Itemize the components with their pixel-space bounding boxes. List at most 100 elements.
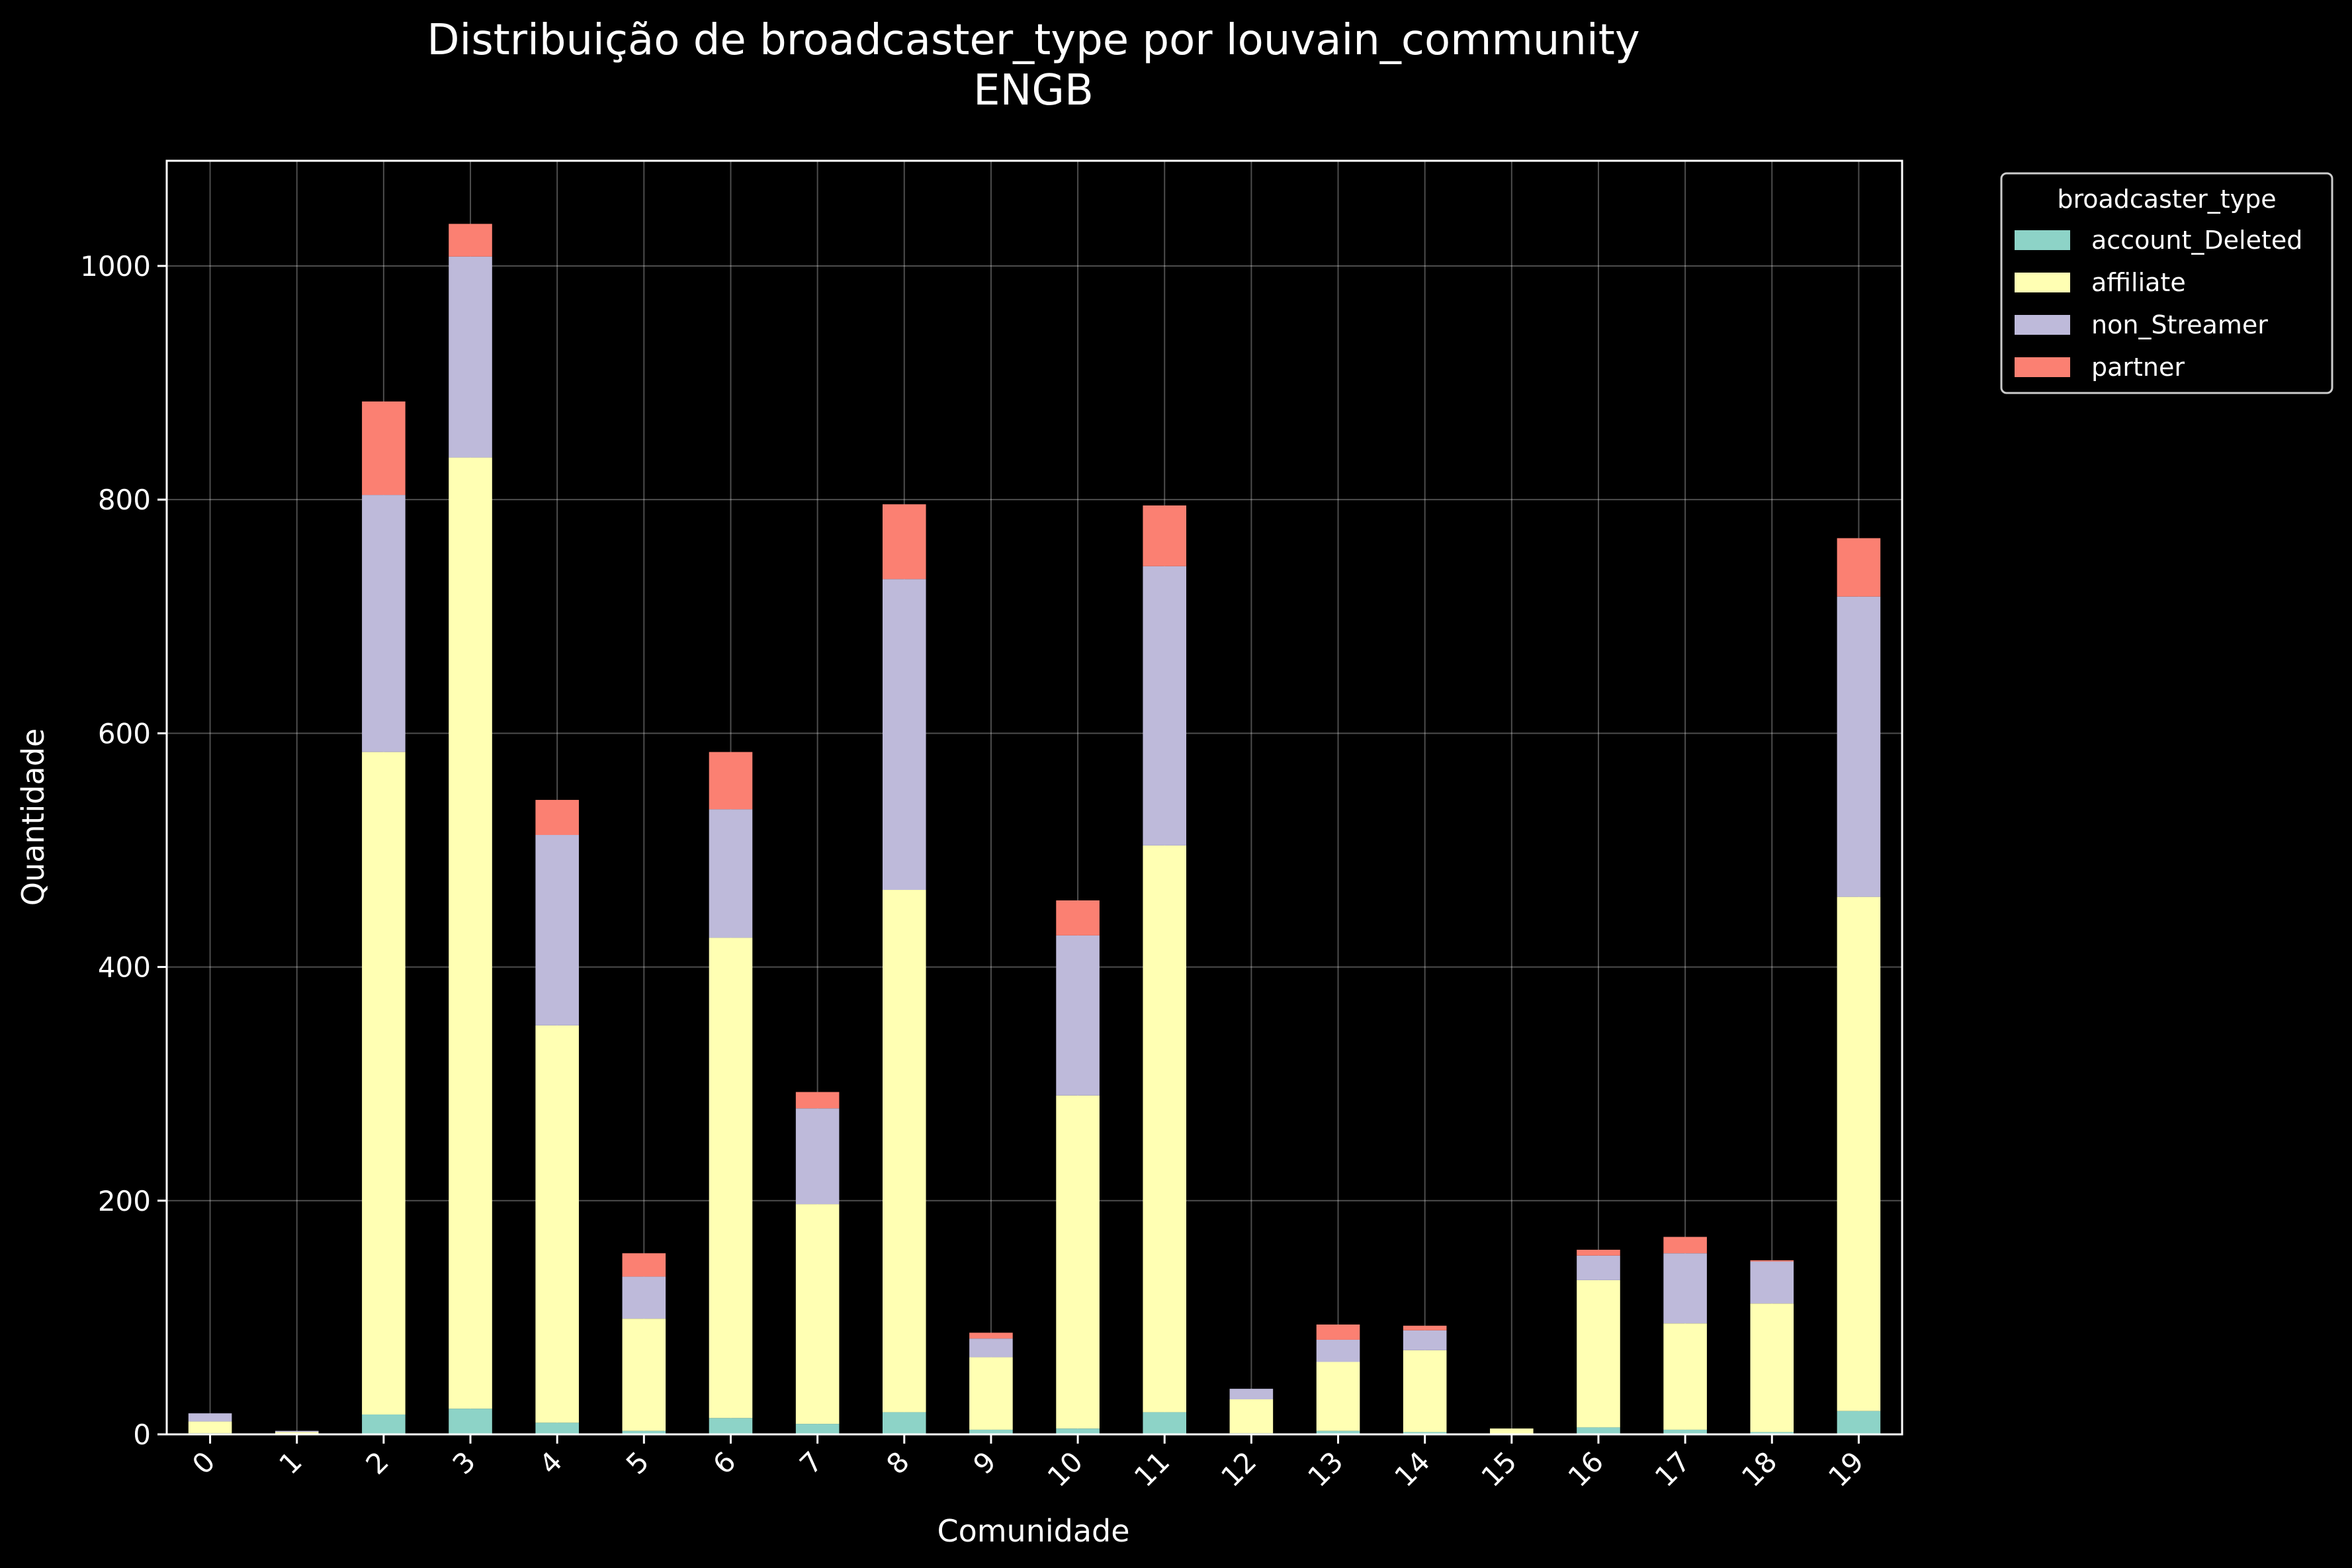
bar-segment-affiliate: [1577, 1280, 1620, 1428]
bar-segment-account-deleted: [1663, 1429, 1707, 1434]
bar-segment-account-deleted: [1403, 1432, 1447, 1434]
bar-segment-affiliate: [1403, 1350, 1447, 1432]
bar-segment-affiliate: [969, 1357, 1013, 1430]
bar-segment-non-streamer: [1229, 1389, 1274, 1400]
bar-segment-non-streamer: [795, 1108, 840, 1205]
bar-segment-affiliate: [275, 1432, 319, 1434]
bar-segment-partner: [362, 401, 406, 496]
bar-segment-partner: [1143, 505, 1187, 566]
bar-segment-affiliate: [1490, 1428, 1534, 1434]
bar-segment-partner: [1316, 1324, 1360, 1340]
bar-segment-non-streamer: [709, 809, 753, 938]
bar-segment-partner: [1663, 1237, 1707, 1254]
x-tick-label: 1: [273, 1445, 308, 1481]
bar-segment-account-deleted: [1056, 1428, 1100, 1434]
bar-segment-affiliate: [1663, 1323, 1707, 1430]
bar-segment-partner: [1577, 1249, 1620, 1256]
bar-segment-non-streamer: [449, 256, 492, 458]
chart-title: Distribuição de broadcaster_type por lou…: [427, 16, 1639, 65]
bar-segment-non-streamer: [535, 835, 579, 1025]
bar-segment-partner: [1837, 538, 1881, 597]
bar-segment-non-streamer: [362, 495, 406, 752]
bars-layer: [188, 224, 1881, 1434]
x-tick-label: 4: [533, 1445, 569, 1481]
bar-segment-account-deleted: [882, 1412, 926, 1434]
bar-segment-affiliate: [1229, 1399, 1274, 1434]
bar-segment-non-streamer: [622, 1276, 666, 1319]
bar-segment-affiliate: [188, 1421, 232, 1434]
legend-swatch: [2015, 230, 2070, 250]
legend-label: non_Streamer: [2091, 310, 2268, 339]
bar-segment-partner: [535, 800, 579, 836]
bar-segment-non-streamer: [882, 579, 926, 891]
bar-segment-non-streamer: [1577, 1255, 1620, 1280]
chart-subtitle: ENGB: [973, 66, 1094, 115]
x-tick-label: 2: [359, 1445, 395, 1481]
legend: broadcaster_type account_Deleted affiliate…: [2000, 172, 2333, 394]
bar-segment-account-deleted: [622, 1430, 666, 1434]
x-tick-label: 15: [1475, 1445, 1522, 1493]
bar-segment-affiliate: [535, 1025, 579, 1423]
x-tick-label: 10: [1041, 1445, 1089, 1493]
grid-layer: [167, 161, 1902, 1435]
bar-segment-partner: [449, 224, 492, 257]
x-tick-label: 6: [707, 1445, 742, 1481]
bar-segment-affiliate: [1143, 845, 1187, 1413]
bar-segment-non-streamer: [1056, 935, 1100, 1096]
legend-label: affiliate: [2091, 268, 2186, 297]
bar-segment-affiliate: [1056, 1095, 1100, 1429]
bar-segment-affiliate: [709, 937, 753, 1418]
x-tick-label: 5: [620, 1445, 656, 1481]
x-tick-label: 9: [967, 1445, 1002, 1481]
bar-segment-account-deleted: [795, 1424, 840, 1434]
bar-segment-affiliate: [1316, 1362, 1360, 1431]
y-tick-label: 600: [98, 717, 151, 750]
bar-segment-non-streamer: [1316, 1339, 1360, 1362]
bar-segment-partner: [1750, 1260, 1794, 1262]
x-axis-label: Comunidade: [937, 1513, 1129, 1549]
bar-segment-account-deleted: [1577, 1427, 1620, 1434]
legend-swatch: [2015, 273, 2070, 292]
bar-segment-affiliate: [882, 890, 926, 1413]
x-tick-label: 3: [447, 1445, 482, 1481]
legend-swatch: [2015, 357, 2070, 377]
bar-segment-partner: [795, 1092, 840, 1109]
x-tick-label: 8: [880, 1445, 916, 1481]
x-tick-label: 17: [1649, 1445, 1696, 1493]
y-tick-label: 400: [98, 951, 151, 984]
legend-title: broadcaster_type: [2057, 185, 2276, 214]
bar-segment-partner: [1403, 1325, 1447, 1330]
x-tick-label: 12: [1215, 1445, 1262, 1493]
bar-segment-account-deleted: [1750, 1432, 1794, 1434]
x-tick-label: 11: [1128, 1445, 1176, 1493]
bar-segment-account-deleted: [1143, 1412, 1187, 1434]
bar-segment-non-streamer: [1403, 1330, 1447, 1350]
bar-segment-partner: [709, 752, 753, 810]
x-tick-label: 7: [793, 1445, 829, 1481]
bar-segment-partner: [622, 1253, 666, 1277]
bar-segment-non-streamer: [1837, 596, 1881, 897]
x-tick-label: 16: [1562, 1445, 1610, 1493]
y-tick-label: 0: [133, 1418, 151, 1451]
bar-segment-account-deleted: [709, 1418, 753, 1434]
bar-segment-non-streamer: [275, 1430, 319, 1432]
legend-label: account_Deleted: [2091, 226, 2302, 255]
x-tick-label: 19: [1822, 1445, 1870, 1493]
legend-label: partner: [2091, 353, 2185, 382]
bar-segment-affiliate: [1837, 896, 1881, 1411]
bar-segment-account-deleted: [449, 1409, 492, 1434]
bar-segment-affiliate: [795, 1204, 840, 1424]
x-tick-label: 14: [1388, 1445, 1436, 1493]
bar-segment-affiliate: [622, 1319, 666, 1431]
bar-segment-partner: [1056, 900, 1100, 936]
bar-segment-account-deleted: [1837, 1411, 1881, 1434]
bar-segment-non-streamer: [969, 1338, 1013, 1358]
bar-segment-affiliate: [449, 457, 492, 1409]
bar-segment-account-deleted: [969, 1429, 1013, 1434]
x-tick-label: 13: [1301, 1445, 1349, 1493]
y-tick-label: 800: [98, 484, 151, 516]
bar-segment-non-streamer: [1143, 566, 1187, 846]
bar-segment-non-streamer: [1750, 1261, 1794, 1304]
plot-frame: [165, 159, 1903, 1436]
